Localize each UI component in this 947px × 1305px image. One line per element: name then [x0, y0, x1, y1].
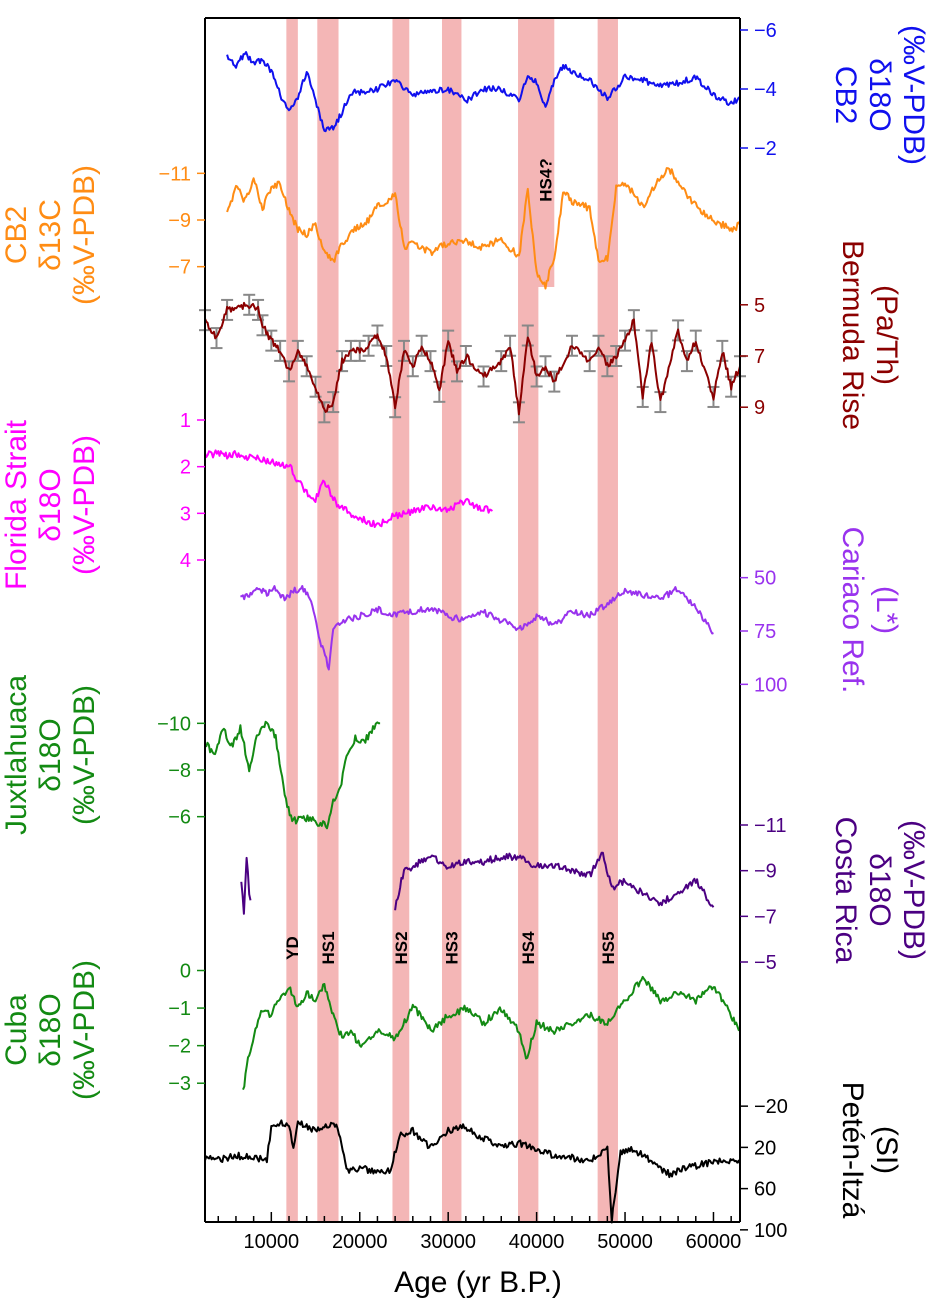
- event-labels: YD HS1 HS2 HS3 HS4 HS5 HS4?: [283, 158, 618, 964]
- y-tick-label: −2: [754, 138, 777, 160]
- event-label: HS1: [319, 931, 338, 964]
- shade-hs5-band: [597, 18, 618, 1222]
- y-tick-label: −9: [754, 861, 777, 883]
- shade-hs4q-band: [536, 18, 555, 287]
- axis-title-2: Bermuda Rise (Pa/Th): [836, 240, 903, 430]
- stadial-shading-bands: [286, 18, 618, 1222]
- series-line-5: [204, 720, 381, 830]
- event-label: HS2: [392, 931, 411, 964]
- y-tick-label: 7: [754, 346, 765, 368]
- axis-title-line: (L*): [870, 586, 903, 634]
- x-tick-label: 40000: [509, 1231, 565, 1253]
- series-line-8: [204, 1119, 741, 1224]
- x-tick-label: 20000: [332, 1231, 388, 1253]
- x-tick-label: 30000: [420, 1231, 476, 1253]
- y-tick-label: −11: [754, 815, 786, 837]
- y-tick-label: −7: [754, 906, 777, 928]
- event-label: HS3: [443, 931, 462, 964]
- y-tick-label: −11: [159, 163, 191, 185]
- x-axis-title: Age (yr B.P.): [394, 1266, 562, 1299]
- axis-title-line: (Pa/Th): [870, 285, 903, 385]
- y-tick-label: −5: [754, 952, 777, 974]
- y-tick-label: −20: [754, 1096, 788, 1118]
- plot-frame: 10000 20000 30000 40000 50000 60000: [204, 17, 742, 1253]
- y-tick-label: −3: [168, 1073, 191, 1095]
- series-line-3: [204, 449, 494, 528]
- axis-title-line: Costa Rica: [829, 817, 862, 964]
- axis-title-4: Cariaco Ref. (L*): [836, 527, 903, 694]
- axis-title-0: CB2 δ18O (‰V-PDB): [829, 25, 930, 165]
- axis-title-1: CB2 δ13C (‰V-PDB): [0, 165, 101, 305]
- y-tick-label: −9: [168, 210, 191, 232]
- axis-title-line: Juxtlahuaca: [0, 675, 33, 835]
- shade-hs4-band: [518, 18, 539, 1222]
- shade-yd-band: [286, 18, 298, 1222]
- axis-title-7: Cuba δ18O (‰V-PDB): [0, 960, 101, 1100]
- axis-title-line: δ18O: [863, 58, 896, 131]
- proxy-curves: [199, 51, 746, 1224]
- event-label: YD: [283, 936, 302, 960]
- axis-title-line: (SI): [870, 1126, 903, 1174]
- y-tick-label: −4: [754, 79, 777, 101]
- y-tick-label: −6: [754, 20, 777, 42]
- y-tick-label: 1: [180, 410, 191, 432]
- axis-title-line: δ18O: [34, 993, 67, 1066]
- y-tick-label: −2: [168, 1036, 191, 1058]
- y-tick-label: −7: [168, 257, 191, 279]
- y-tick-label: 3: [180, 503, 191, 525]
- x-tick-label: 50000: [597, 1231, 653, 1253]
- axis-title-8: Petén-Itzá (SI): [836, 1082, 903, 1219]
- axis-title-line: CB2: [829, 66, 862, 124]
- y-tick-label: 5: [754, 295, 765, 317]
- series-line-2: [204, 301, 741, 416]
- axis-title-line: δ18O: [34, 718, 67, 791]
- axis-title-line: Cuba: [0, 994, 33, 1066]
- axis-title-line: (‰V-PDB): [897, 25, 930, 165]
- axis-title-line: Florida Strait: [0, 419, 33, 590]
- series-line-6: [240, 851, 715, 915]
- y-tick-label: 9: [754, 397, 765, 419]
- y-tick-label: −8: [168, 760, 191, 782]
- axis-title-line: Cariaco Ref.: [836, 527, 869, 694]
- y-tick-label: −6: [168, 807, 191, 829]
- axis-title-line: Bermuda Rise: [836, 240, 869, 430]
- y-tick-label: 60: [754, 1179, 776, 1201]
- axis-title-line: δ13C: [34, 199, 67, 271]
- y-tick-label: −10: [157, 713, 191, 735]
- axis-title-line: (‰V-PDB): [68, 165, 101, 305]
- x-tick-label: 60000: [686, 1231, 742, 1253]
- y-tick-label: −1: [168, 998, 191, 1020]
- event-label: HS4?: [536, 158, 555, 201]
- y-tick-label: 75: [754, 621, 776, 643]
- axis-title-line: (‰V-PDB): [897, 820, 930, 960]
- y-tick-label: 100: [754, 1220, 787, 1242]
- series-line-7: [242, 975, 741, 1090]
- series-line-4: [240, 585, 714, 671]
- axis-title-line: (‰V-PDB): [68, 960, 101, 1100]
- y-tick-label: 20: [754, 1137, 776, 1159]
- event-label: HS4: [519, 931, 538, 965]
- shade-hs1-band: [317, 18, 339, 1222]
- y-tick-label: 50: [754, 568, 776, 590]
- y-tick-label: 0: [180, 961, 191, 983]
- axis-title-line: (‰V-PDB): [68, 435, 101, 575]
- axis-title-5: Juxtlahuaca δ18O (‰V-PDB): [0, 675, 101, 835]
- axis-title-line: δ18O: [34, 468, 67, 541]
- y-tick-label: 4: [180, 550, 191, 572]
- axis-title-line: δ18O: [863, 853, 896, 926]
- axis-title-3: Florida Strait δ18O (‰V-PDB): [0, 419, 101, 590]
- y-tick-label: 100: [754, 674, 787, 696]
- event-label: HS5: [599, 931, 618, 964]
- y-tick-label: 2: [180, 457, 191, 479]
- axis-title-line: CB2: [0, 206, 33, 264]
- axis-title-line: Petén-Itzá: [836, 1082, 869, 1219]
- axis-title-line: (‰V-PDB): [68, 685, 101, 825]
- series-line-1: [226, 167, 741, 290]
- shade-hs2-band: [392, 18, 410, 1222]
- series-line-0: [226, 51, 741, 133]
- axis-title-6: Costa Rica δ18O (‰V-PDB): [829, 817, 930, 964]
- x-tick-label: 10000: [244, 1231, 300, 1253]
